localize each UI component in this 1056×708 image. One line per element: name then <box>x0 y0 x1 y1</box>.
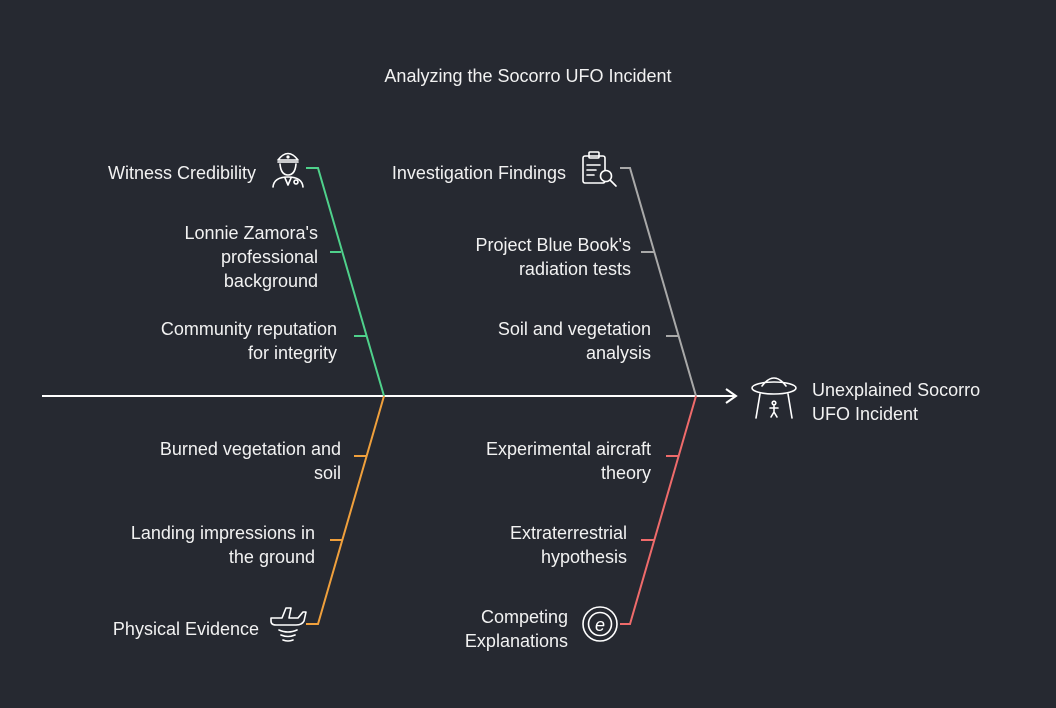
witness-bone <box>306 167 385 397</box>
explanation-e-icon: e <box>582 606 618 642</box>
explanations-category-label-line-2: Explanations <box>464 631 568 651</box>
explanations-cause-2: Extraterrestrial hypothesis <box>510 521 627 569</box>
explanations-cause-1-line-2: theory <box>600 463 651 483</box>
spine-arrowhead <box>725 388 738 404</box>
witness-cause-1-line-1: Lonnie Zamora's <box>184 223 318 243</box>
ufo-icon <box>751 377 797 419</box>
svg-text:e: e <box>595 615 605 635</box>
explanations-cause-2-line-1: Extraterrestrial <box>509 523 627 543</box>
diagram-title: Analyzing the Socorro UFO Incident <box>384 66 672 86</box>
physical-cause-2-line-1: Landing impressions in <box>130 523 315 543</box>
witness-cause-1-line-3: background <box>223 271 318 291</box>
explanations-cause-1-line-1: Experimental aircraft <box>485 439 651 459</box>
explanations-cause-1: Experimental aircraft theory <box>486 437 651 485</box>
witness-cause-1-line-2: professional <box>220 247 318 267</box>
effect-label-line-2: UFO Incident <box>812 404 919 424</box>
explanations-cause-2-line-2: hypothesis <box>540 547 627 567</box>
investigation-cause-2-line-1: Soil and vegetation <box>497 319 651 339</box>
physical-cause-2-line-2: the ground <box>228 547 315 567</box>
police-officer-icon <box>272 152 304 188</box>
physical-cause-1: Burned vegetation and soil <box>160 437 341 485</box>
explanations-category-label-line-1: Competing <box>480 607 568 627</box>
explanations-category-label: Competing Explanations <box>465 605 568 653</box>
physical-cause-1-line-1: Burned vegetation and <box>159 439 341 459</box>
effect-label: Unexplained Socorro UFO Incident <box>812 378 980 426</box>
witness-category-label: Witness Credibility <box>107 163 256 183</box>
physical-cause-1-line-2: soil <box>313 463 341 483</box>
investigation-category-label: Investigation Findings <box>391 163 566 183</box>
witness-cause-2-line-2: for integrity <box>247 343 337 363</box>
physical-category-label: Physical Evidence <box>112 619 259 639</box>
physical-cause-2: Landing impressions in the ground <box>131 521 315 569</box>
witness-cause-2-line-1: Community reputation <box>160 319 337 339</box>
investigation-cause-2: Soil and vegetation analysis <box>498 317 651 365</box>
aircraft-landing-icon <box>270 607 307 642</box>
investigation-cause-1-line-2: radiation tests <box>518 259 631 279</box>
effect-label-line-1: Unexplained Socorro <box>812 380 981 400</box>
investigation-cause-1-line-1: Project Blue Book's <box>475 235 631 255</box>
physical-bone <box>306 395 385 625</box>
witness-cause-2: Community reputation for integrity <box>161 317 337 365</box>
investigation-cause-1: Project Blue Book's radiation tests <box>475 233 631 281</box>
clipboard-search-icon <box>582 151 617 187</box>
investigation-cause-2-line-2: analysis <box>585 343 651 363</box>
explanations-bone <box>620 395 697 625</box>
investigation-bone <box>620 167 697 397</box>
witness-cause-1: Lonnie Zamora's professional background <box>184 221 318 293</box>
